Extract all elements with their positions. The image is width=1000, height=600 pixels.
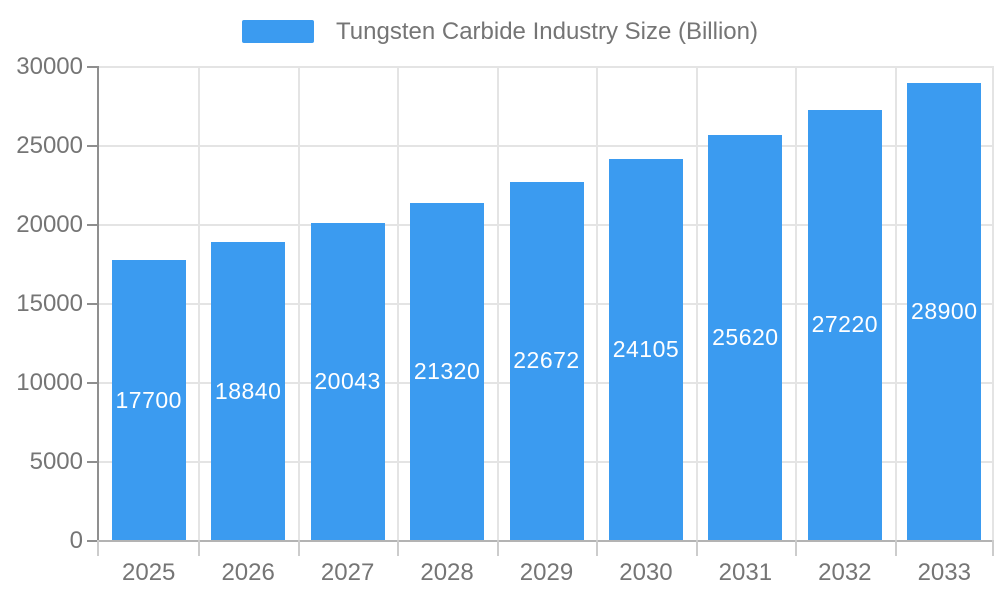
- x-axis-label-2029: 2029: [519, 559, 574, 586]
- y-axis-label: 15000: [16, 290, 83, 317]
- bar-2029[interactable]: 22672: [509, 181, 584, 540]
- legend-item[interactable]: Tungsten Carbide Industry Size (Billion): [0, 18, 1000, 45]
- bar-value-label: 27220: [811, 311, 879, 338]
- y-tick-mark: [87, 382, 97, 384]
- y-axis-label: 0: [69, 527, 83, 554]
- x-axis-label-2025: 2025: [122, 559, 176, 586]
- x-axis-label-2031: 2031: [718, 559, 773, 586]
- x-tick-mark: [695, 540, 698, 556]
- gridline-v: [297, 66, 300, 540]
- bar-value-label: 28900: [911, 298, 978, 325]
- x-tick-mark: [297, 540, 300, 556]
- x-axis-label-2030: 2030: [619, 559, 673, 586]
- x-axis-label-2027: 2027: [320, 559, 375, 586]
- gridline-v: [894, 66, 897, 540]
- bar-2028[interactable]: 21320: [410, 203, 485, 540]
- bar-value-label: 18840: [214, 377, 282, 404]
- x-tick-mark: [596, 540, 599, 556]
- bar-2030[interactable]: 24105: [608, 159, 683, 540]
- bar-value-label: 21320: [413, 358, 481, 385]
- bar-value-label: 20043: [314, 368, 381, 395]
- x-tick-mark: [97, 540, 99, 556]
- gridline-v: [596, 66, 599, 540]
- y-tick-mark: [87, 461, 97, 463]
- x-tick-mark: [496, 540, 499, 556]
- gridline-v: [198, 66, 201, 540]
- bar-2032[interactable]: 27220: [807, 109, 882, 540]
- y-tick-mark: [87, 145, 97, 147]
- bars-layer: 17700 18840 20043 21320 22672 24105 25620 27220…: [99, 66, 994, 540]
- gridline-v: [795, 66, 798, 540]
- x-tick-mark: [894, 540, 897, 556]
- gridline-v: [397, 66, 400, 540]
- bar-2033[interactable]: 28900: [907, 83, 982, 540]
- x-tick-mark: [198, 540, 201, 556]
- gridline-v: [695, 66, 698, 540]
- x-tick-mark: [992, 540, 994, 556]
- bar-2031[interactable]: 25620: [708, 135, 783, 540]
- y-tick-mark: [87, 224, 97, 226]
- y-axis-label: 5000: [29, 448, 83, 475]
- y-tick-mark: [87, 66, 97, 68]
- x-axis-label-2028: 2028: [420, 559, 474, 586]
- y-axis-label: 30000: [16, 53, 83, 80]
- bar-2027[interactable]: 20043: [310, 223, 385, 540]
- gridline-v: [992, 66, 994, 540]
- y-axis-label: 25000: [16, 132, 83, 159]
- bar-2026[interactable]: 18840: [211, 242, 286, 540]
- x-axis-label-2032: 2032: [818, 559, 872, 586]
- y-tick-mark: [87, 540, 97, 542]
- gridline-v: [496, 66, 499, 540]
- y-axis-label: 20000: [16, 211, 83, 238]
- plot-area: 17700 18840 20043 21320 22672 24105 25620 27220…: [97, 66, 994, 542]
- bar-value-label: 24105: [612, 336, 680, 363]
- gridline-h: [99, 66, 994, 68]
- x-axis-label-2026: 2026: [221, 559, 275, 586]
- bar-value-label: 22672: [513, 347, 580, 374]
- bar-value-label: 25620: [712, 324, 779, 351]
- legend-swatch: [242, 20, 315, 43]
- x-axis-label-2033: 2033: [917, 559, 971, 586]
- y-tick-mark: [87, 303, 97, 305]
- x-tick-mark: [795, 540, 798, 556]
- y-axis-label: 10000: [16, 369, 83, 396]
- bar-value-label: 17700: [115, 386, 182, 413]
- x-tick-mark: [397, 540, 400, 556]
- legend-label: Tungsten Carbide Industry Size (Billion): [336, 18, 758, 45]
- gridline-h: [99, 145, 994, 147]
- bar-2025[interactable]: 17700: [111, 260, 186, 540]
